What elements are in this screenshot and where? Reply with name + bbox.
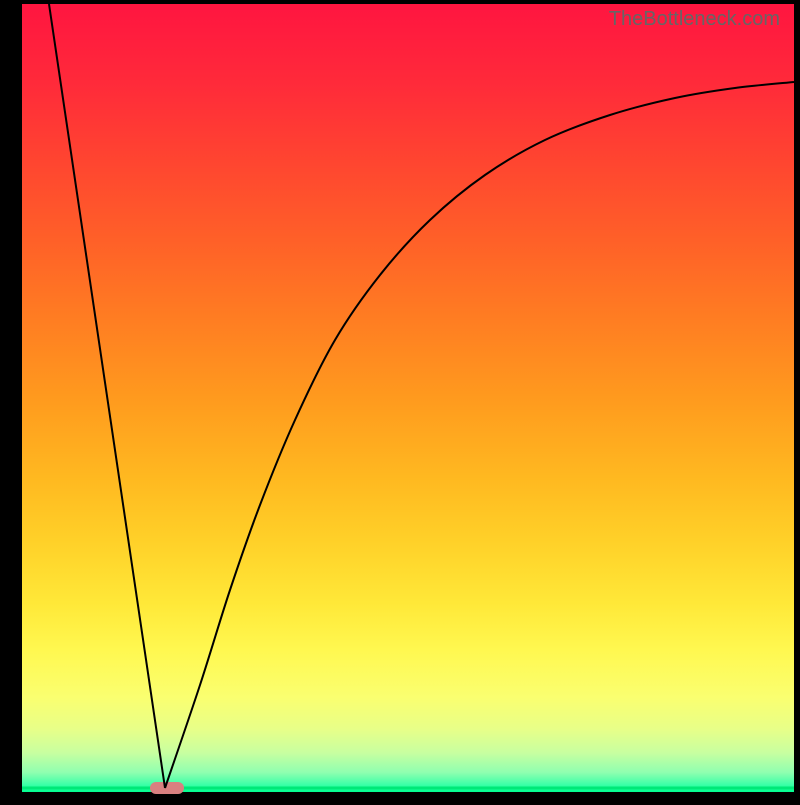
watermark-text: TheBottleneck.com	[609, 8, 780, 31]
plot-background	[22, 4, 794, 792]
bottleneck-chart	[0, 0, 800, 800]
chart-svg	[0, 0, 800, 800]
